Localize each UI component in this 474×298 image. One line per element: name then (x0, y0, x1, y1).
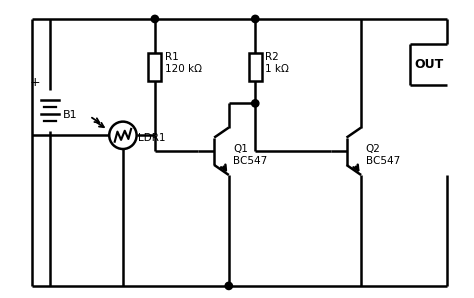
Text: Q1
BC547: Q1 BC547 (233, 144, 268, 166)
Text: LDR1: LDR1 (138, 133, 166, 143)
Text: R1
120 kΩ: R1 120 kΩ (165, 52, 202, 74)
Text: OUT: OUT (414, 58, 443, 71)
Circle shape (109, 122, 137, 149)
Text: Q2
BC547: Q2 BC547 (365, 144, 400, 166)
Bar (249, 53, 262, 81)
Circle shape (252, 100, 259, 107)
Circle shape (151, 15, 158, 23)
Circle shape (252, 15, 259, 23)
Text: +: + (30, 76, 41, 89)
Text: R2
1 kΩ: R2 1 kΩ (265, 52, 289, 74)
Bar (148, 53, 161, 81)
Circle shape (225, 282, 232, 290)
Text: B1: B1 (63, 110, 77, 120)
